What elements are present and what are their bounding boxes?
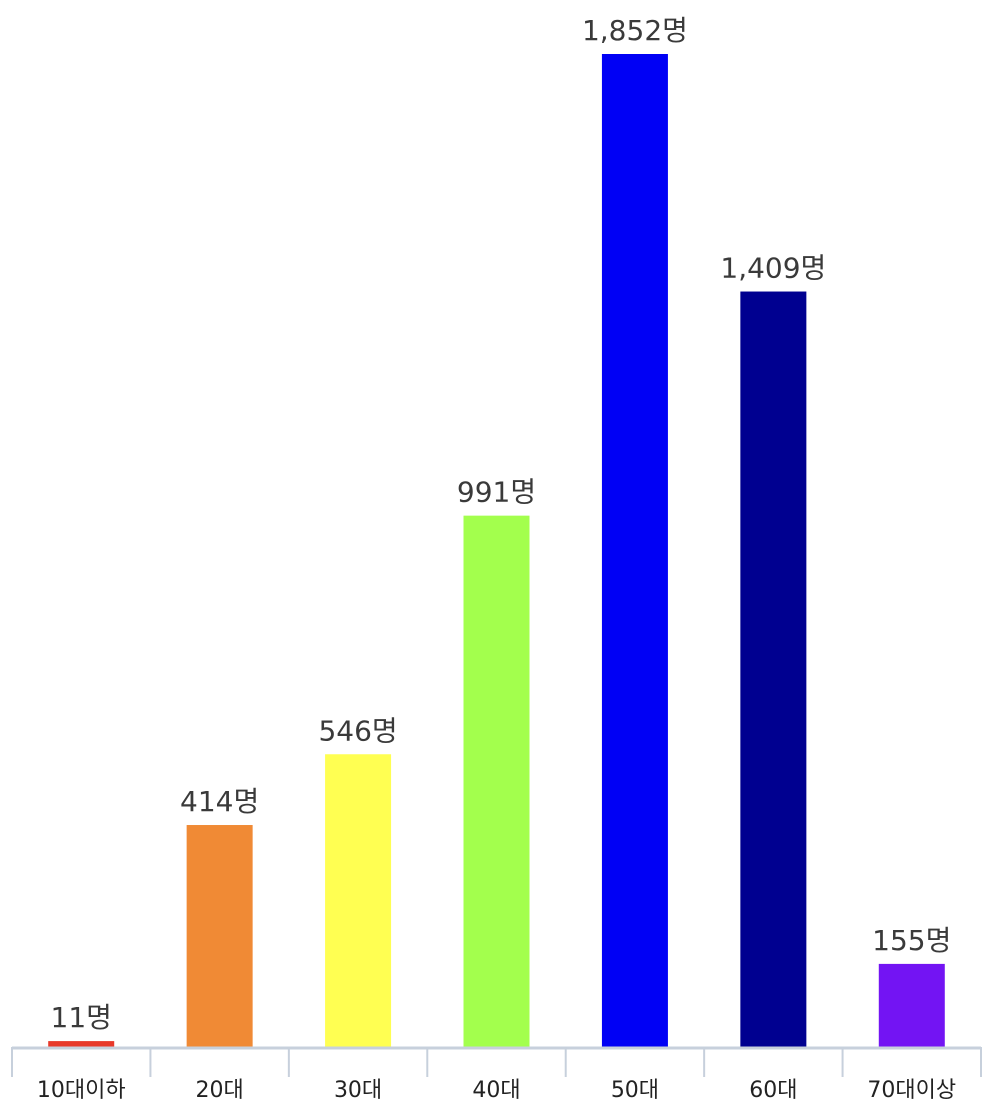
bar-6: [740, 291, 807, 1047]
bar-3: [325, 754, 392, 1047]
x-tick-labels: 10대이하 20대 30대 40대 50대 60대 70대이상: [37, 1078, 956, 1103]
value-label-7: 155명: [872, 924, 951, 957]
x-axis: [11, 1046, 982, 1077]
bar-2: [186, 825, 253, 1047]
value-labels-layer: 11명 414명 546명 991명 1,852명 1,409명 155명: [51, 14, 952, 1034]
bar-1: [48, 1041, 115, 1047]
value-label-4: 991명: [457, 476, 536, 509]
bar-5: [601, 54, 668, 1047]
value-label-5: 1,852명: [582, 14, 688, 47]
value-label-6: 1,409명: [720, 252, 826, 285]
bar-7: [878, 963, 945, 1047]
value-label-1: 11명: [51, 1001, 112, 1034]
x-tick-label-4: 40대: [472, 1078, 520, 1103]
value-label-2: 414명: [180, 785, 259, 818]
x-tick-label-5: 50대: [611, 1078, 659, 1103]
value-label-3: 546명: [318, 714, 397, 747]
x-tick-label-6: 60대: [749, 1078, 797, 1103]
x-tick-label-1: 10대이하: [37, 1078, 126, 1103]
bar-4: [463, 515, 530, 1047]
x-tick-label-3: 30대: [334, 1078, 382, 1103]
bars-layer: [48, 54, 945, 1047]
x-tick-label-7: 70대이상: [867, 1078, 956, 1103]
x-tick-label-2: 20대: [196, 1078, 244, 1103]
